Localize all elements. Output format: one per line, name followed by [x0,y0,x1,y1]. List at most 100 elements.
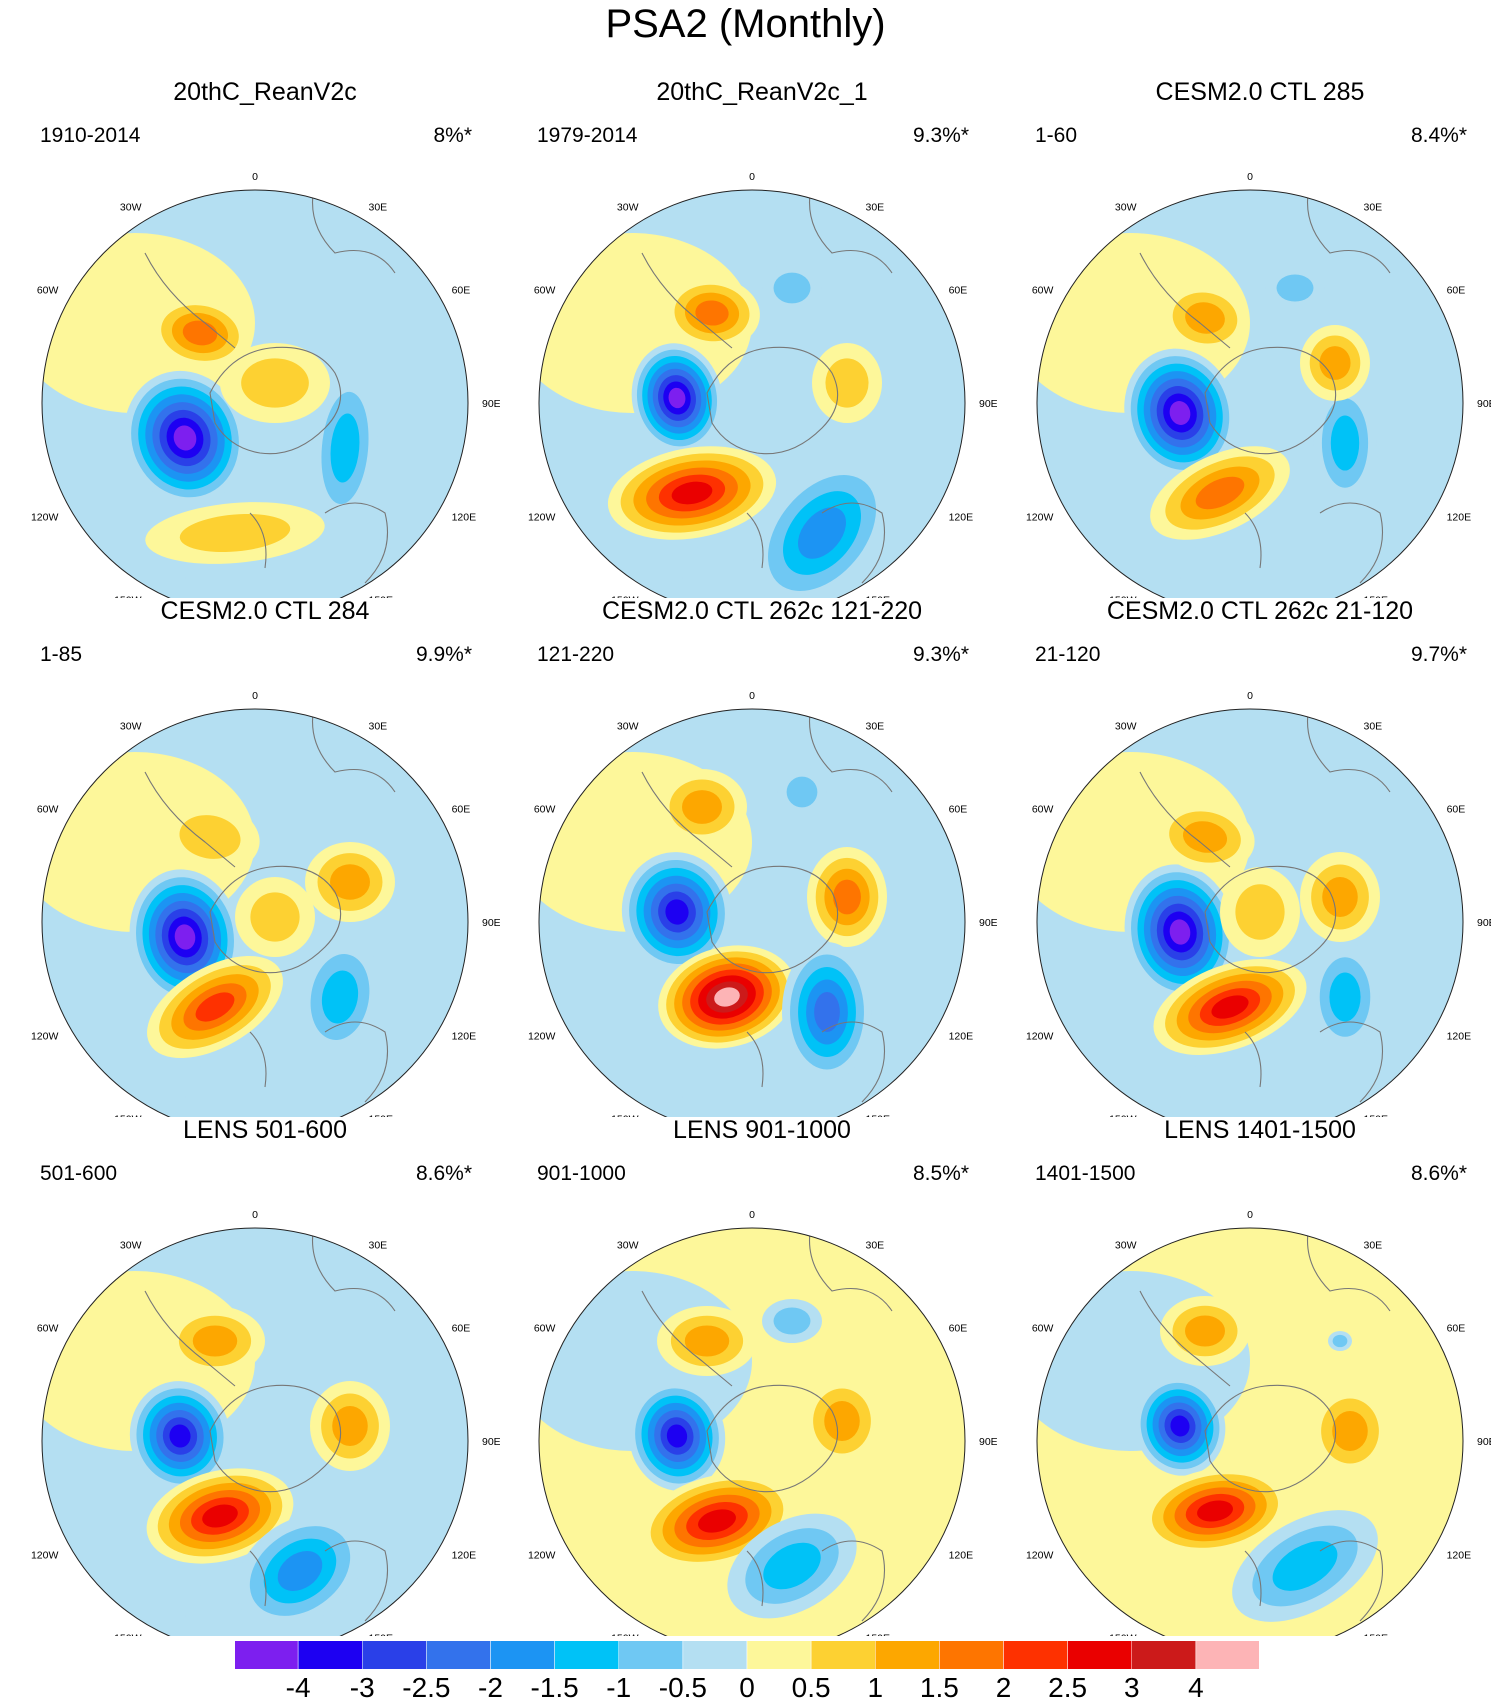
longitude-label: 120E [452,1550,477,1562]
colorbar-tick-label: -2 [478,1672,503,1703]
longitude-label: 60E [1447,1323,1466,1335]
longitude-label: 90E [979,917,997,929]
longitude-label: 150E [866,595,891,598]
panel-variance: 9.7%* [1410,643,1467,666]
longitude-label: 60E [452,1323,471,1335]
colorbar-tick-label: 0.5 [791,1672,831,1703]
colorbar-swatch [746,1639,812,1671]
coastline [1139,771,1231,868]
map-panel: CESM2.0 CTL 262c 21-120 21-120 9.7%* 0 30E 60… [1025,597,1491,1117]
contour-level [833,879,861,915]
colorbar-swatch [939,1639,1004,1671]
longitude-label: 0 [252,690,258,702]
longitude-label: 120E [949,1031,974,1043]
coastline [324,502,389,584]
longitude-label: 150E [1364,1114,1389,1117]
contour-level [1169,401,1191,425]
colorbar-swatch [875,1639,940,1671]
contour-level [798,507,846,559]
coastline [1244,1550,1262,1607]
polar-map: 030E60E90E120E150E180150W120W90W60W30W [31,690,500,1117]
colorbar-tick-label: 1 [867,1672,884,1703]
longitude-label: 60W [1032,1323,1054,1335]
antarctica-coastline [1204,1384,1337,1493]
coastline [1306,709,1391,793]
longitude-label: 60W [1032,285,1054,297]
polar-map: 030E60E90E120E150E180150W120W90W60W30W [1026,171,1491,598]
longitude-label: 150W [1109,1633,1137,1636]
panel-title: LENS 501-600 [182,1116,347,1144]
panel-title: 20thC_ReanV2c [173,78,357,106]
contour-level [1170,1415,1190,1437]
longitude-label: 30W [617,720,639,732]
longitude-label: 120E [1447,1031,1472,1043]
coastline [1244,512,1262,569]
panel-period: 501-600 [40,1162,118,1185]
panel-title: LENS 1401-1500 [1164,1116,1356,1144]
contour-level [195,992,235,1022]
colorbar-swatch [1067,1639,1132,1671]
longitude-label: 60E [949,285,968,297]
contour-region [185,1037,405,1117]
longitude-label: 60E [949,1323,968,1335]
contour-level [277,1551,323,1591]
map-panel: LENS 501-600 501-600 8.6%* 0 30E 60E 90E 120E 15… [30,1116,500,1636]
longitude-label: 150E [1364,595,1389,598]
contour-level [825,358,869,408]
map-border [538,708,966,1117]
longitude-label: 0 [252,171,258,183]
coastline [808,1228,893,1312]
longitude-label: 90E [482,398,500,410]
polar-map: 030E60E90E120E150E180150W120W90W60W30W [528,171,997,598]
longitude-label: 60W [1032,804,1054,816]
map-panel: LENS 1401-1500 1401-1500 8.6%* 0 30E 60E 90E 12… [1025,1116,1491,1636]
longitude-label: 0 [749,171,755,183]
coastline [144,1290,236,1387]
colorbar-tick-label: -1 [606,1672,632,1703]
polar-map: 030E60E90E120E150E180150W120W90W60W30W [528,690,997,1117]
colorbar-swatch [490,1639,555,1671]
panel-variance: 8.6%* [415,1162,472,1185]
contour-level [684,1325,730,1357]
panel-period: 1-60 [1035,124,1078,147]
coastline [144,771,236,868]
longitude-label: 0 [749,1209,755,1221]
coastline [808,190,893,274]
panel-title: 20thC_ReanV2c_1 [656,78,868,106]
longitude-label: 150W [1109,595,1137,598]
contour-level [332,1406,368,1446]
contour-level [1332,1411,1368,1451]
longitude-label: 90E [1477,917,1491,929]
coastline [808,709,893,793]
map-border [1036,189,1464,598]
contour-level [1276,274,1314,302]
contour-level [179,815,241,859]
coastline [1306,1228,1391,1312]
coastline [1319,1021,1384,1103]
colorbar-labels: -4 -3 -2.5 -2 -1.5 -1 -0.5 0 0.5 1 1.5 2 2.5 3 4 [0,1672,1491,1706]
colorbar-tick-label: 1.5 [919,1672,959,1703]
panel-period: 1910-2014 [40,124,141,147]
longitude-label: 150E [369,595,394,598]
longitude-label: 30W [120,1239,142,1251]
map-border [1036,708,1464,1117]
longitude-label: 150E [369,1633,394,1636]
longitude-label: 120W [31,512,59,524]
longitude-label: 0 [1247,1209,1253,1221]
panel-period: 1401-1500 [1035,1162,1136,1185]
panel-variance: 8%* [433,124,472,147]
polar-map: 030E60E90E120E150E180150W120W90W60W30W [528,1209,997,1636]
panel-variance: 8.5%* [912,1162,969,1185]
contour-region [1180,518,1400,598]
longitude-label: 0 [252,1209,258,1221]
contour-level [169,1424,191,1448]
panel-title: CESM2.0 CTL 284 [160,597,370,625]
colorbar-tick-label: -0.5 [658,1672,707,1703]
longitude-label: 120E [452,1031,477,1043]
longitude-label: 120W [31,1031,59,1043]
longitude-label: 90E [979,398,997,410]
map-border [41,189,469,598]
contour-level [1211,995,1249,1019]
coastline [1244,1031,1262,1088]
longitude-label: 150W [114,1114,142,1117]
